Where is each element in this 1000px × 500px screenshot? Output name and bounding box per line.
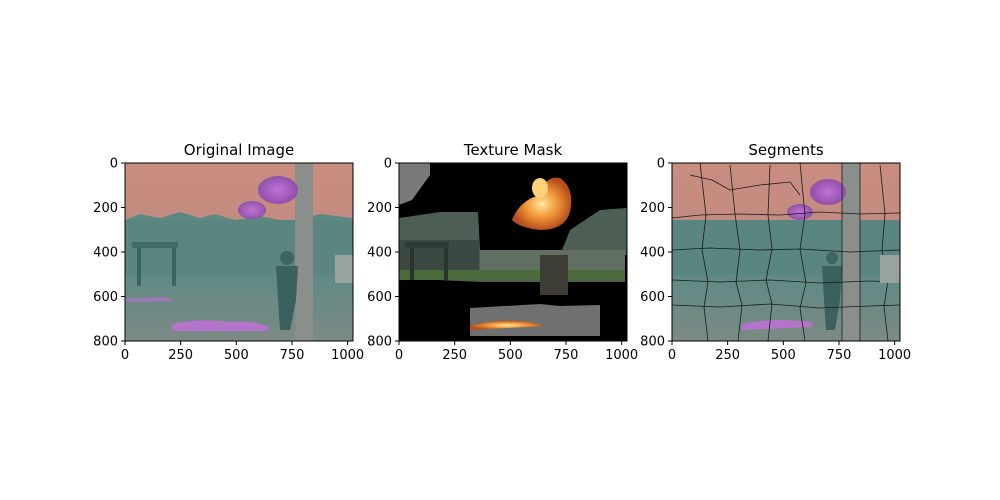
texture-mask-x-tick-label: 500 xyxy=(498,348,523,363)
segments-image xyxy=(672,163,900,341)
texture-mask-x-tick-label: 0 xyxy=(395,348,403,363)
segments-x-tick-label: 250 xyxy=(715,348,740,363)
segments-x-tick-label: 500 xyxy=(771,348,796,363)
segments-x-tick-label: 1000 xyxy=(878,348,911,363)
original-x-tick-label: 1000 xyxy=(331,348,364,363)
panel-title-original: Original Image xyxy=(184,141,294,159)
panel-segments xyxy=(671,162,901,342)
original-y-tick-label: 0 xyxy=(110,157,118,172)
panel-title-texture-mask: Texture Mask xyxy=(463,141,563,159)
original-y-tick-label: 600 xyxy=(93,290,118,305)
texture-mask-y-tick-label: 200 xyxy=(367,201,392,216)
texture-mask-y-tick-label: 400 xyxy=(367,246,392,261)
texture-mask-y-tick-label: 0 xyxy=(384,157,392,172)
segments-y-tick-label: 600 xyxy=(640,290,665,305)
texture-mask-x-tick-label: 1000 xyxy=(605,348,638,363)
original-x-tick-label: 500 xyxy=(224,348,249,363)
segments-x-tick-label: 0 xyxy=(668,348,676,363)
texture-mask-y-tick-label: 600 xyxy=(367,290,392,305)
original-x-tick-label: 0 xyxy=(121,348,129,363)
segments-x-tick-label: 750 xyxy=(827,348,852,363)
texture-mask-image xyxy=(399,163,627,341)
original-x-tick-label: 250 xyxy=(168,348,193,363)
segments-y-tick-label: 800 xyxy=(640,335,665,350)
original-y-tick-label: 800 xyxy=(93,335,118,350)
panel-texture-mask xyxy=(398,162,628,342)
panel-original xyxy=(124,162,354,342)
texture-mask-y-tick-label: 800 xyxy=(367,335,392,350)
segments-y-tick-label: 200 xyxy=(640,201,665,216)
segments-y-tick-label: 0 xyxy=(657,157,665,172)
segments-y-tick-label: 400 xyxy=(640,246,665,261)
panel-title-segments: Segments xyxy=(748,141,824,159)
original-y-tick-label: 400 xyxy=(93,246,118,261)
original-y-tick-label: 200 xyxy=(93,201,118,216)
original-image xyxy=(125,163,353,341)
texture-mask-x-tick-label: 750 xyxy=(554,348,579,363)
original-x-tick-label: 750 xyxy=(280,348,305,363)
texture-mask-x-tick-label: 250 xyxy=(442,348,467,363)
